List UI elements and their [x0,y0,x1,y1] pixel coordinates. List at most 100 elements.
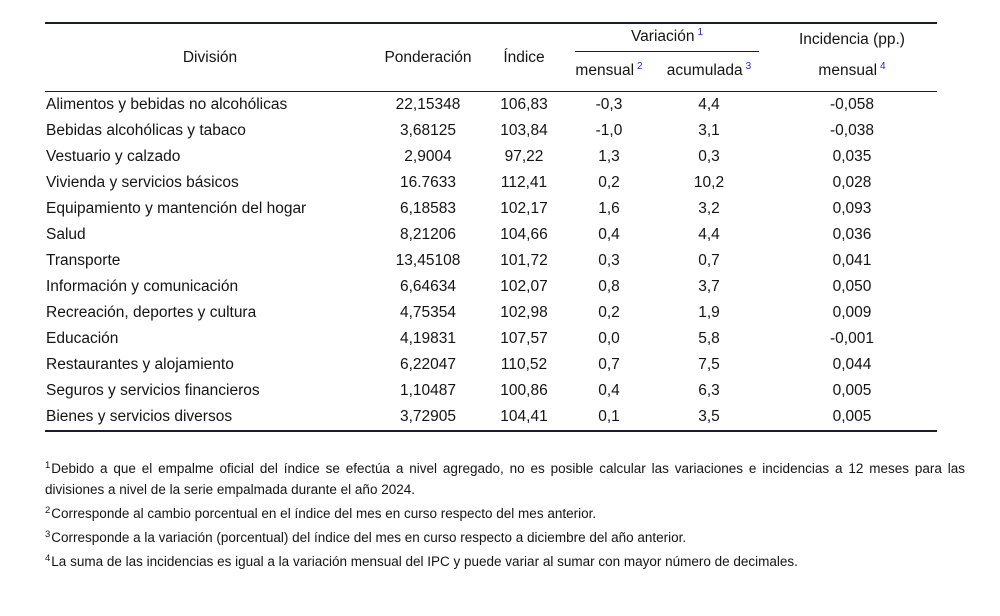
footnote-ref-4-link[interactable]: 4 [880,60,886,72]
footnote-2: 2Corresponde al cambio porcentual en el … [45,503,965,524]
header-division: División [182,48,238,66]
var-acumulada-cell: 4,4 [698,96,720,113]
header-row-groups: División Ponderación Índice Variación 1 I… [45,23,937,65]
footnote-ref-3-link[interactable]: 3 [745,60,752,72]
header-incidencia: Incidencia (pp.) [799,31,905,48]
var-mensual-cell: -1,0 [595,122,623,139]
header-variacion-group: Variación 1 [567,23,767,52]
division-cell: Educación [46,330,119,347]
footnote-2-text: Corresponde al cambio porcentual en el í… [51,506,597,521]
footnote-ref-2-link[interactable]: 2 [637,60,643,72]
ponderacion-cell: 6,64634 [399,278,457,295]
table-row: Vivienda y servicios básicos 16.7633 112… [45,170,937,196]
header-variacion-label: Variación 1 [575,26,759,52]
table-row: Alimentos y bebidas no alcohólicas 22,15… [45,92,937,119]
division-cell: Restaurantes y alojamiento [46,356,234,373]
table-header: División Ponderación Índice Variación 1 I… [45,23,937,92]
table-row: Vestuario y calzado 2,9004 97,22 1,3 0,3… [45,144,937,170]
ponderacion-cell: 6,18583 [399,200,457,217]
footnote-ref-1-link[interactable]: 1 [697,26,704,38]
footnote-1-marker: 1 [45,459,51,471]
var-acumulada-cell: 1,9 [698,304,720,321]
indice-cell: 102,17 [500,200,548,217]
header-variacion-mensual-text: mensual [575,62,635,79]
incidencia-cell: 0,093 [832,200,872,217]
footnote-4-marker: 4 [45,552,51,564]
header-variacion-text: Variación [630,28,695,45]
footnote-2-marker: 2 [45,504,51,516]
var-acumulada-cell: 3,7 [698,278,720,295]
incidencia-cell: 0,044 [832,356,872,373]
var-mensual-cell: 0,0 [598,330,620,347]
division-cell: Seguros y servicios financieros [46,382,260,399]
incidencia-cell: -0,038 [830,122,874,139]
footnotes-section: 1Debido a que el empalme oficial del índ… [45,458,965,572]
ponderacion-cell: 16.7633 [399,174,457,191]
ponderacion-cell: 2,9004 [404,148,452,165]
indice-cell: 101,72 [500,252,548,269]
footnote-4-text: La suma de las incidencias es igual a la… [51,554,798,569]
division-cell: Bienes y servicios diversos [46,408,233,425]
table-row: Bebidas alcohólicas y tabaco 3,68125 103… [45,118,937,144]
ponderacion-cell: 3,68125 [399,122,457,139]
indice-cell: 97,22 [504,148,544,165]
table-row: Equipamiento y mantención del hogar 6,18… [45,196,937,222]
incidencia-cell: -0,058 [830,96,874,113]
var-mensual-cell: 0,4 [598,382,620,399]
table-row: Bienes y servicios diversos 3,72905 104,… [45,404,937,431]
var-mensual-cell: 0,8 [598,278,620,295]
incidencia-cell: 0,028 [832,174,872,191]
division-cell: Recreación, deportes y cultura [46,304,257,321]
var-acumulada-cell: 0,7 [698,252,720,269]
indice-cell: 106,83 [500,96,548,113]
table-row: Recreación, deportes y cultura 4,75354 1… [45,300,937,326]
footnote-1-text: Debido a que el empalme oficial del índi… [45,461,965,497]
incidencia-cell: 0,041 [832,252,872,269]
footnote-3: 3Corresponde a la variación (porcentual)… [45,527,965,548]
header-incidencia-mensual-text: mensual [818,62,878,79]
ponderacion-cell: 6,22047 [399,356,457,373]
table-row: Salud 8,21206 104,66 0,4 4,4 0,036 [45,222,937,248]
division-cell: Vivienda y servicios básicos [46,174,239,191]
division-cell: Equipamiento y mantención del hogar [46,200,307,217]
header-variacion-acumulada: acumulada 3 [651,52,767,92]
incidencia-cell: 0,005 [832,408,872,425]
ponderacion-cell: 3,72905 [399,408,457,425]
footnote-3-marker: 3 [45,528,51,540]
table-body: Alimentos y bebidas no alcohólicas 22,15… [45,92,937,432]
var-mensual-cell: 0,4 [598,226,620,243]
division-cell: Información y comunicación [46,278,239,295]
var-acumulada-cell: 10,2 [693,174,725,191]
incidencia-cell: 0,009 [832,304,872,321]
table-row: Restaurantes y alojamiento 6,22047 110,5… [45,352,937,378]
indice-cell: 102,07 [500,278,548,295]
var-mensual-cell: 0,2 [598,304,620,321]
ponderacion-cell: 13,45108 [395,252,461,269]
var-mensual-cell: 0,1 [598,408,620,425]
var-acumulada-cell: 0,3 [698,148,720,165]
table-row: Educación 4,19831 107,57 0,0 5,8 -0,001 [45,326,937,352]
var-acumulada-cell: 3,2 [698,200,720,217]
var-mensual-cell: 1,3 [598,148,620,165]
var-mensual-cell: 0,2 [598,174,620,191]
incidencia-cell: 0,035 [832,148,872,165]
indice-cell: 112,41 [500,174,548,191]
var-acumulada-cell: 7,5 [698,356,720,373]
header-row-sub: mensual 2 acumulada 3 mensual 4 [45,52,937,92]
var-mensual-cell: -0,3 [595,96,623,113]
incidencia-cell: 0,050 [832,278,872,295]
indice-cell: 107,57 [500,330,548,347]
table-row: Seguros y servicios financieros 1,10487 … [45,378,937,404]
indice-cell: 104,41 [500,408,548,425]
ponderacion-cell: 1,10487 [399,382,457,399]
header-indice: Índice [503,48,545,66]
incidencia-cell: 0,036 [832,226,872,243]
table-row: Transporte 13,45108 101,72 0,3 0,7 0,041 [45,248,937,274]
footnote-1: 1Debido a que el empalme oficial del índ… [45,458,965,500]
indice-cell: 103,84 [500,122,548,139]
footnote-3-text: Corresponde a la variación (porcentual) … [51,530,687,545]
var-acumulada-cell: 5,8 [698,330,720,347]
indice-cell: 104,66 [500,226,548,243]
header-variacion-acumulada-text: acumulada [666,62,743,79]
